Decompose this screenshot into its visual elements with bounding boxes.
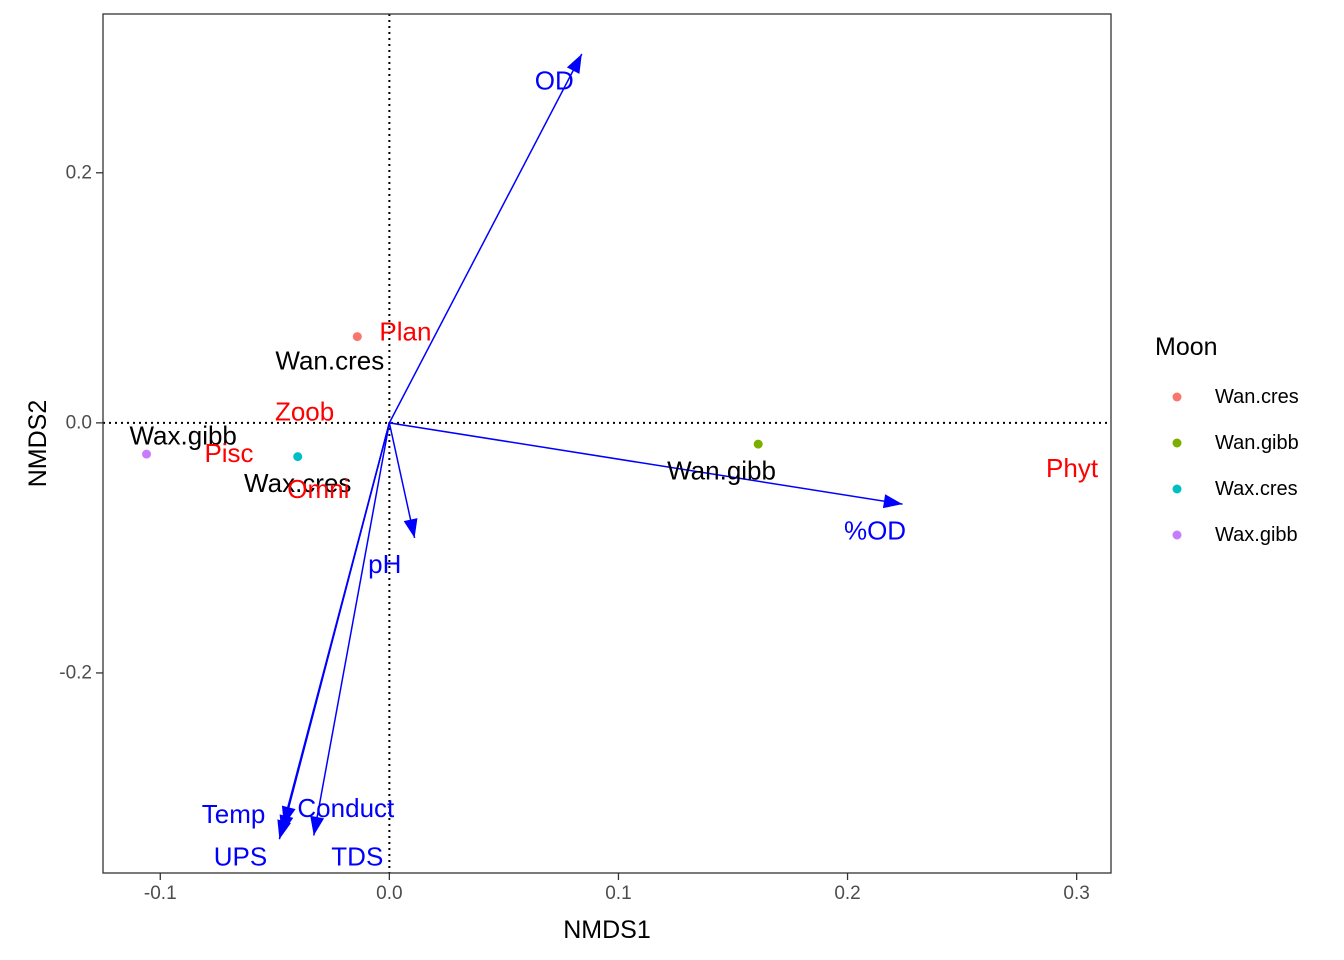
vector-label-ph: pH bbox=[368, 549, 401, 579]
vector-arrowhead-pct-od bbox=[882, 494, 903, 509]
guild-label-pisc: Pisc bbox=[204, 438, 253, 468]
environment-vectors bbox=[277, 53, 903, 840]
x-tick-label: 0.2 bbox=[834, 883, 860, 904]
environment-vector-labels: OD %OD pH Conduct Temp UPS TDS bbox=[202, 65, 906, 871]
y-axis-title: NMDS2 bbox=[24, 400, 52, 488]
vector-arrowhead-ph bbox=[403, 518, 418, 538]
guild-labels: Plan Zoob Pisc Omni Phyt bbox=[204, 317, 1098, 505]
site-label-wax-cres: Wax.cres bbox=[244, 468, 351, 498]
vector-label-pct-od: %OD bbox=[844, 515, 906, 545]
vector-label-tds: TDS bbox=[331, 842, 383, 872]
legend-label-wax-gibb: Wax.gibb bbox=[1215, 524, 1298, 546]
plot-panel-border bbox=[102, 13, 1112, 874]
site-points bbox=[142, 332, 763, 462]
vector-label-ups: UPS bbox=[214, 842, 267, 872]
legend: Moon Wan.cres Wan.gibb Wax.cres Wax.gibb bbox=[1155, 333, 1299, 546]
guild-label-phyt: Phyt bbox=[1046, 453, 1099, 483]
point-wan-cres bbox=[352, 332, 362, 342]
vector-arrowhead-tds bbox=[310, 815, 325, 836]
site-label-wan-cres: Wan.cres bbox=[275, 345, 384, 375]
vector-line-ups bbox=[278, 422, 391, 840]
y-tick-label: -0.2 bbox=[59, 662, 92, 683]
guild-label-plan: Plan bbox=[379, 317, 431, 347]
legend-key-wan-cres bbox=[1172, 392, 1182, 402]
y-tick-label: 0.2 bbox=[66, 162, 92, 183]
vector-label-od: OD bbox=[535, 65, 574, 95]
vector-label-conduct: Conduct bbox=[297, 793, 395, 823]
site-label-wan-gibb: Wan.gibb bbox=[667, 455, 776, 485]
point-wax-cres bbox=[293, 452, 303, 462]
legend-key-wan-gibb bbox=[1172, 438, 1182, 448]
point-wan-gibb bbox=[753, 439, 763, 449]
vector-line-ph bbox=[388, 422, 416, 539]
legend-key-wax-cres bbox=[1172, 484, 1182, 494]
reference-lines bbox=[103, 14, 1111, 873]
x-axis-title: NMDS1 bbox=[563, 916, 651, 944]
guild-label-zoob: Zoob bbox=[275, 397, 334, 427]
guild-label-omni: Omni bbox=[287, 474, 349, 504]
site-label-wax-gibb: Wax.gibb bbox=[129, 420, 236, 450]
vector-line-pct-od bbox=[389, 422, 903, 505]
legend-key-wax-gibb bbox=[1172, 530, 1182, 540]
vector-arrowhead-ups bbox=[277, 819, 291, 840]
legend-label-wan-cres: Wan.cres bbox=[1215, 386, 1299, 408]
vector-label-temp: Temp bbox=[202, 799, 266, 829]
x-tick-label: 0.0 bbox=[376, 883, 402, 904]
legend-title: Moon bbox=[1155, 333, 1218, 361]
y-tick-label: 0.0 bbox=[66, 412, 92, 433]
y-axis: -0.2 0.0 0.2 bbox=[59, 162, 103, 683]
x-tick-label: -0.1 bbox=[144, 883, 177, 904]
point-wax-gibb bbox=[142, 449, 152, 459]
vector-line-tds bbox=[313, 422, 391, 836]
legend-label-wax-cres: Wax.cres bbox=[1215, 478, 1298, 500]
vector-line-od bbox=[388, 53, 583, 424]
legend-label-wan-gibb: Wan.gibb bbox=[1215, 432, 1299, 454]
x-tick-label: 0.1 bbox=[605, 883, 631, 904]
vector-arrowhead-od bbox=[566, 54, 582, 74]
x-tick-label: 0.3 bbox=[1063, 883, 1089, 904]
site-labels: Wan.cres Wan.gibb Wax.cres Wax.gibb bbox=[129, 345, 776, 498]
x-axis: -0.1 0.0 0.1 0.2 0.3 bbox=[144, 873, 1090, 904]
